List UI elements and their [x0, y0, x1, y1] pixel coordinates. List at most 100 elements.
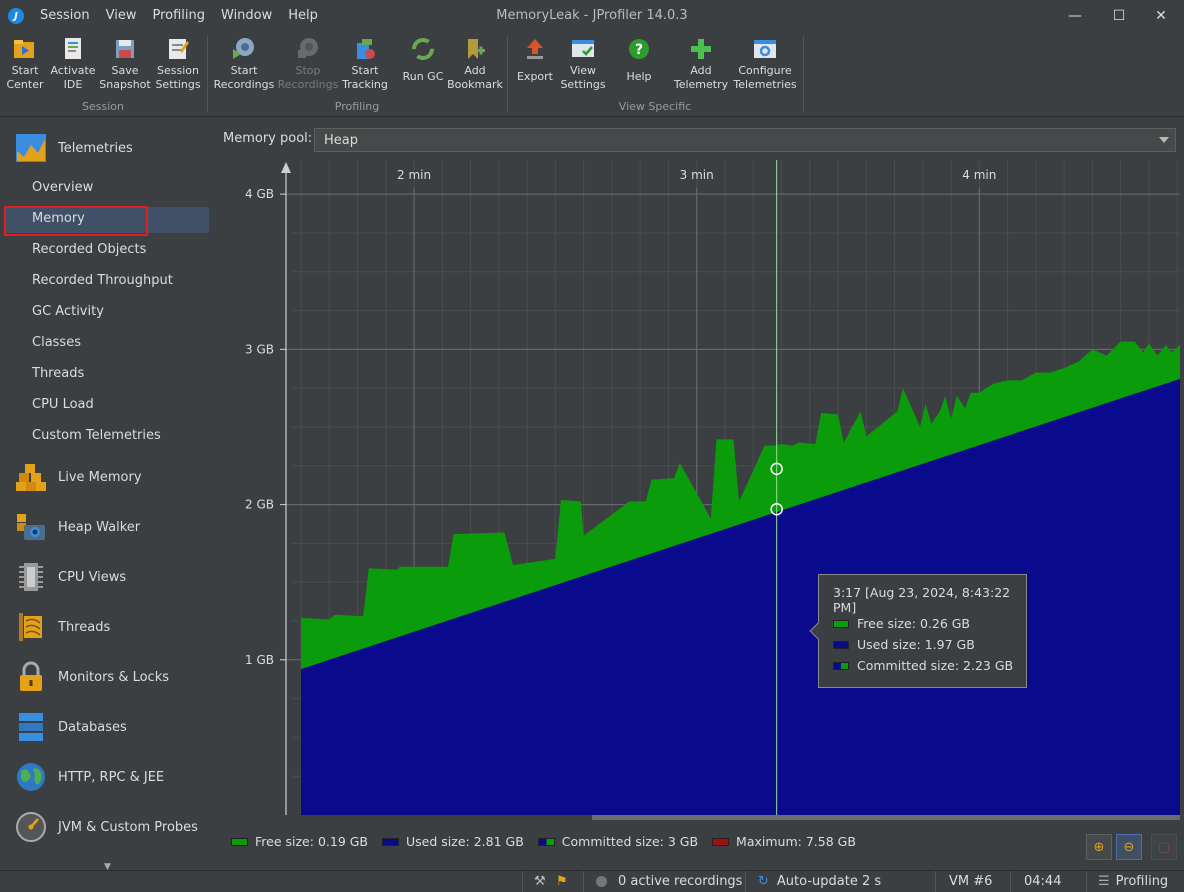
ide-icon — [60, 36, 86, 62]
sidebar-section-http-rpc-jee[interactable]: HTTP, RPC & JEE — [14, 760, 164, 794]
fit-icon: □ — [1157, 839, 1171, 855]
menu-view[interactable]: View — [105, 8, 137, 23]
tooltip-free-value: 0.26 GB — [919, 616, 971, 631]
help-button[interactable]: ? Help — [618, 36, 660, 98]
sidebar-item-cpu-load[interactable]: CPU Load — [32, 397, 94, 412]
status-separator — [1010, 871, 1011, 892]
gc-icon — [410, 36, 436, 62]
start-tracking-button[interactable]: Start Tracking — [342, 36, 388, 98]
minimize-button[interactable]: — — [1068, 8, 1082, 24]
sidebar-section-heap-walker[interactable]: Heap Walker — [14, 510, 140, 544]
recordings-status[interactable]: 0 active recordings — [596, 874, 742, 889]
export-icon — [522, 36, 548, 62]
sidebar-item-recorded-objects[interactable]: Recorded Objects — [32, 242, 147, 257]
sidebar-item-threads[interactable]: Threads — [32, 366, 85, 381]
status-separator — [935, 871, 936, 892]
pin-icon[interactable]: ⚒ — [534, 874, 546, 889]
sidebar-item-custom-telemetries[interactable]: Custom Telemetries — [32, 428, 161, 443]
jprofiler-logo-icon[interactable]: J — [8, 8, 24, 24]
tooltip-used-label: Used size: — [857, 637, 921, 652]
add-telemetry-label: Add Telemetry — [673, 64, 729, 91]
export-button[interactable]: Export — [514, 36, 556, 98]
profiling-mode-text: Profiling — [1115, 874, 1169, 889]
run-gc-button[interactable]: Run GC — [400, 36, 446, 98]
vm-status: VM #6 — [949, 874, 993, 889]
memory-pool-label: Memory pool: — [223, 131, 313, 146]
y-tick-label: 1 GB — [245, 653, 274, 667]
memory-chart[interactable]: 1 GB 2 GB 3 GB 4 GB 2 min 3 min 4 min 3:17 [Au… — [222, 160, 1180, 820]
sidebar-section-telemetries[interactable]: Telemetries — [14, 131, 133, 165]
legend-item-free: Free size: 0.19 GB — [231, 834, 368, 849]
sidebar-section-label: HTTP, RPC & JEE — [58, 769, 165, 785]
flag-icon[interactable]: ⚑ — [556, 874, 568, 889]
menu-help[interactable]: Help — [288, 8, 318, 23]
maximize-button[interactable]: ☐ — [1112, 8, 1126, 24]
used-swatch — [382, 837, 400, 846]
menu-session[interactable]: Session — [40, 8, 90, 23]
tooltip-row-committed: Committed size: 2.23 GB — [833, 655, 1026, 676]
status-separator — [745, 871, 746, 892]
view-specific-group-label: View Specific — [618, 100, 692, 113]
session-settings-label: Session Settings — [155, 64, 201, 91]
status-separator — [583, 871, 584, 892]
auto-update-text: Auto-update 2 s — [776, 874, 882, 889]
sidebar-item-recorded-throughput[interactable]: Recorded Throughput — [32, 273, 173, 288]
y-tick-label: 4 GB — [245, 187, 274, 201]
zoom-in-button[interactable]: ⊕ — [1086, 834, 1112, 860]
start-center-label: Start Center — [6, 64, 44, 91]
run-gc-label: Run GC — [402, 70, 444, 83]
sidebar-section-monitors-locks[interactable]: Monitors & Locks — [14, 660, 169, 694]
sidebar-section-threads[interactable]: Threads — [14, 610, 110, 644]
add-telemetry-button[interactable]: Add Telemetry — [674, 36, 728, 98]
save-snapshot-button[interactable]: Save Snapshot — [99, 36, 151, 98]
session-settings-button[interactable]: Session Settings — [154, 36, 202, 98]
start-recordings-button[interactable]: Start Recordings — [214, 36, 274, 98]
activate-ide-label: Activate IDE — [50, 64, 96, 91]
used-size-area — [301, 378, 1180, 815]
sidebar-section-label: Telemetries — [58, 140, 133, 156]
svg-text:?: ? — [635, 42, 643, 58]
view-settings-icon — [570, 36, 596, 62]
legend-item-used: Used size: 2.81 GB — [382, 834, 524, 849]
menu-profiling[interactable]: Profiling — [152, 8, 205, 23]
sidebar-section-databases[interactable]: Databases — [14, 710, 127, 744]
legend-used-label: Used size: — [406, 834, 470, 849]
tooltip-row-free: Free size: 0.26 GB — [833, 613, 1026, 634]
view-settings-button[interactable]: View Settings — [560, 36, 606, 98]
configure-telemetries-button[interactable]: Configure Telemetries — [733, 36, 797, 98]
zoom-out-button[interactable]: ⊖ — [1116, 834, 1142, 860]
settings-icon — [165, 36, 191, 62]
add-bookmark-button[interactable]: Add Bookmark — [447, 36, 503, 98]
legend-item-maximum: Maximum: 7.58 GB — [712, 834, 856, 849]
scroll-down-icon[interactable]: ▼ — [104, 862, 111, 872]
sidebar-item-classes[interactable]: Classes — [32, 335, 81, 350]
recordings-text: 0 active recordings — [618, 874, 743, 889]
help-label: Help — [626, 70, 652, 83]
sidebar-section-live-memory[interactable]: Live Memory — [14, 460, 142, 494]
chart-tooltip: 3:17 [Aug 23, 2024, 8:43:22 PM] Free siz… — [809, 574, 1027, 688]
save-snapshot-label: Save Snapshot — [99, 64, 151, 91]
memory-pool-select[interactable]: Heap — [314, 128, 1176, 152]
sidebar-item-memory[interactable]: Memory — [32, 211, 85, 226]
toolbar: Start Center Activate IDE Save Snapshot … — [0, 32, 1184, 116]
sidebar-section-jvm-custom-probes[interactable]: JVM & Custom Probes — [14, 810, 198, 844]
start-recordings-label: Start Recordings — [213, 64, 275, 91]
sidebar-item-gc-activity[interactable]: GC Activity — [32, 304, 104, 319]
sidebar-item-overview[interactable]: Overview — [32, 180, 94, 195]
configure-icon — [752, 36, 778, 62]
toolbar-separator — [803, 36, 804, 112]
x-tick-label: 3 min — [680, 168, 714, 182]
toolbar-separator — [207, 36, 208, 112]
fit-to-window-button[interactable]: □ — [1151, 834, 1177, 860]
close-button[interactable]: ✕ — [1155, 8, 1167, 24]
auto-update-status[interactable]: ↻ Auto-update 2 s — [758, 874, 881, 889]
activate-ide-button[interactable]: Activate IDE — [50, 36, 96, 98]
x-tick-label: 4 min — [962, 168, 996, 182]
sidebar-section-cpu-views[interactable]: CPU Views — [14, 560, 126, 594]
menu-window[interactable]: Window — [221, 8, 273, 23]
start-tracking-label: Start Tracking — [342, 64, 388, 91]
chart-canvas: 1 GB 2 GB 3 GB 4 GB 2 min 3 min 4 min — [245, 160, 1180, 820]
start-center-button[interactable]: Start Center — [4, 36, 46, 98]
legend-committed-label: Committed size: — [561, 834, 664, 849]
stop-recordings-button[interactable]: Stop Recordings — [278, 36, 338, 98]
